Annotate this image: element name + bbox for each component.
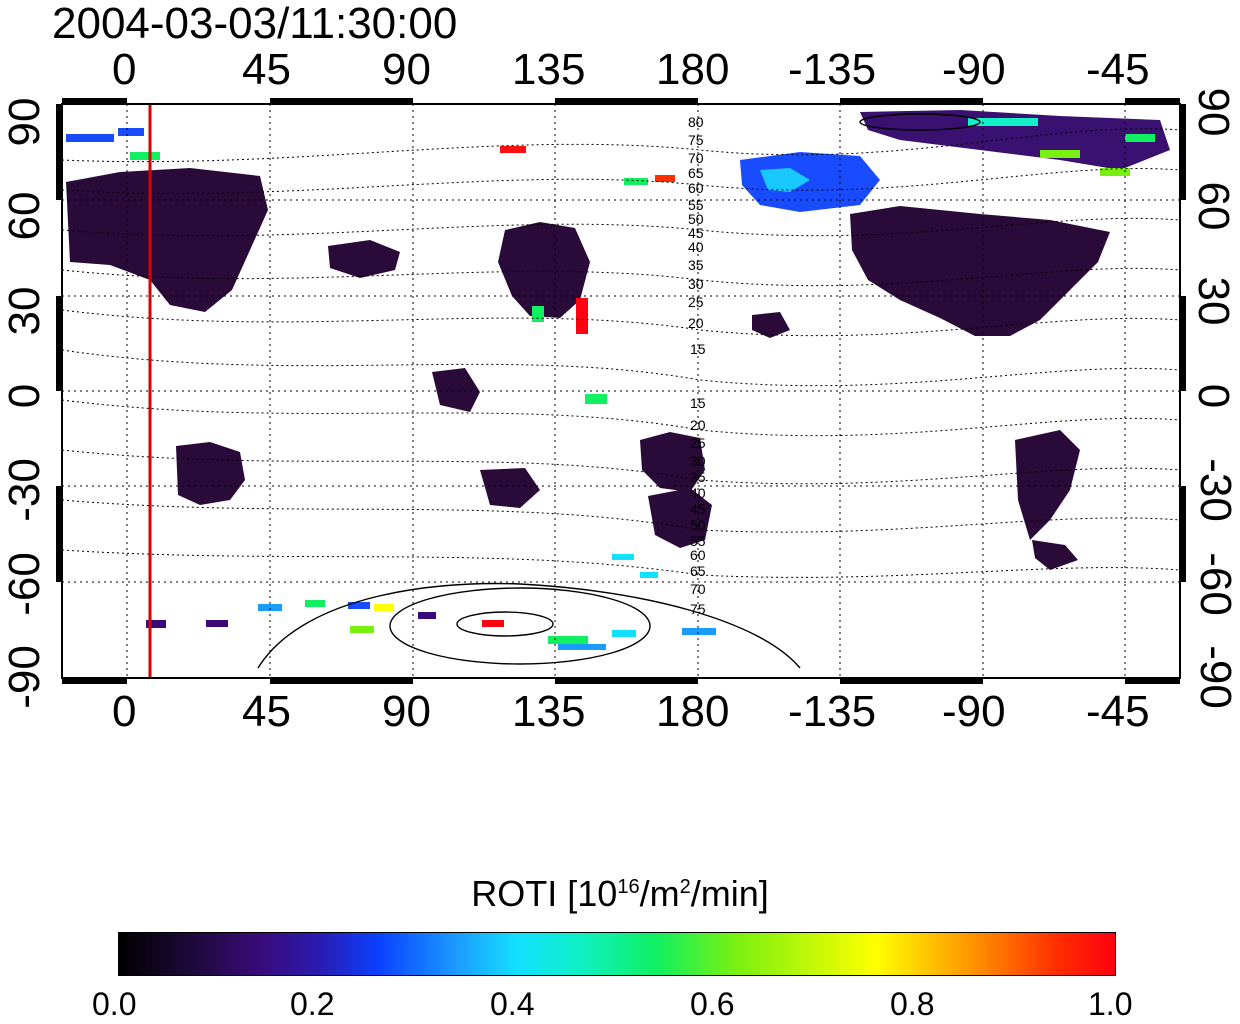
- contour-label: 50: [690, 517, 706, 533]
- contour-label: 50: [688, 211, 704, 227]
- contour-label: 20: [688, 315, 704, 331]
- top-lon-tick: -135: [788, 45, 877, 94]
- contour-label: 45: [690, 501, 706, 517]
- colorbar-title-suffix: /min]: [690, 873, 769, 914]
- bottom-lon-tick: -90: [942, 687, 1006, 736]
- contour-label: 55: [690, 533, 706, 549]
- top-lon-tick: 135: [512, 45, 586, 94]
- bottom-lon-tick: 45: [242, 687, 291, 736]
- bottom-lon-tick: 90: [382, 687, 431, 736]
- colorbar-tick: 0.2: [290, 986, 335, 1022]
- colorbar-tick: 0.6: [690, 986, 735, 1022]
- map-grid: [62, 104, 1180, 678]
- low-roti-regions: [66, 168, 1110, 570]
- contour-label: 15: [690, 395, 706, 411]
- contour-label: 20: [690, 417, 706, 433]
- contour-label: 30: [688, 276, 704, 292]
- contour-label: 45: [688, 225, 704, 241]
- contour-label: 75: [688, 132, 704, 148]
- contour-label: 35: [690, 469, 706, 485]
- colorbar-title: ROTI [1016/m2/min]: [0, 876, 1240, 912]
- contour-label: 25: [688, 294, 704, 310]
- contour-label: 35: [688, 257, 704, 273]
- top-lon-tick: -90: [942, 45, 1006, 94]
- contour-label: 65: [690, 563, 706, 579]
- contour-label: 70: [688, 150, 704, 166]
- colorbar-tick: 0.4: [490, 986, 535, 1022]
- magnetic-contours: [62, 128, 1180, 578]
- colorbar-tick: 0.0: [92, 986, 137, 1022]
- colorbar-title-square: 2: [679, 876, 691, 898]
- contour-label: 25: [690, 435, 706, 451]
- top-lon-tick: 90: [382, 45, 431, 94]
- contour-label: 60: [688, 180, 704, 196]
- top-lon-tick: 0: [112, 45, 137, 94]
- bottom-lon-tick: -45: [1086, 687, 1150, 736]
- contour-label: 15: [690, 341, 706, 357]
- top-lon-tick: 45: [242, 45, 291, 94]
- colorbar-title-exponent: 16: [617, 876, 640, 898]
- high-roti-patches: [66, 110, 1170, 650]
- bottom-lon-tick: 0: [112, 687, 137, 736]
- contour-label: 40: [688, 239, 704, 255]
- colorbar-title-mid: /m: [639, 873, 680, 914]
- contour-label: 30: [690, 453, 706, 469]
- polar-contours: [257, 113, 981, 669]
- frame-tick-bars: [56, 98, 1186, 684]
- contour-label: 75: [690, 601, 706, 617]
- contour-label-group: 80 75 70 65 60 55 50 45 40 35 30 25 20 1…: [688, 114, 706, 617]
- bottom-lon-tick: 180: [656, 687, 730, 736]
- top-lon-tick: 180: [656, 45, 730, 94]
- top-lon-tick: -45: [1086, 45, 1150, 94]
- bottom-lon-tick: -135: [788, 687, 877, 736]
- contour-label: 65: [688, 165, 704, 181]
- colorbar-tick: 1.0: [1088, 986, 1133, 1022]
- contour-label: 80: [688, 114, 704, 130]
- colorbar-title-prefix: ROTI [10: [471, 873, 618, 914]
- contour-label: 55: [688, 197, 704, 213]
- contour-label: 60: [690, 547, 706, 563]
- colorbar-tick: 0.8: [890, 986, 935, 1022]
- contour-label: 70: [690, 581, 706, 597]
- contour-label: 40: [690, 485, 706, 501]
- bottom-lon-tick: 135: [512, 687, 586, 736]
- colorbar: [118, 932, 1116, 976]
- map-title: 2004-03-03/11:30:00: [52, 0, 458, 48]
